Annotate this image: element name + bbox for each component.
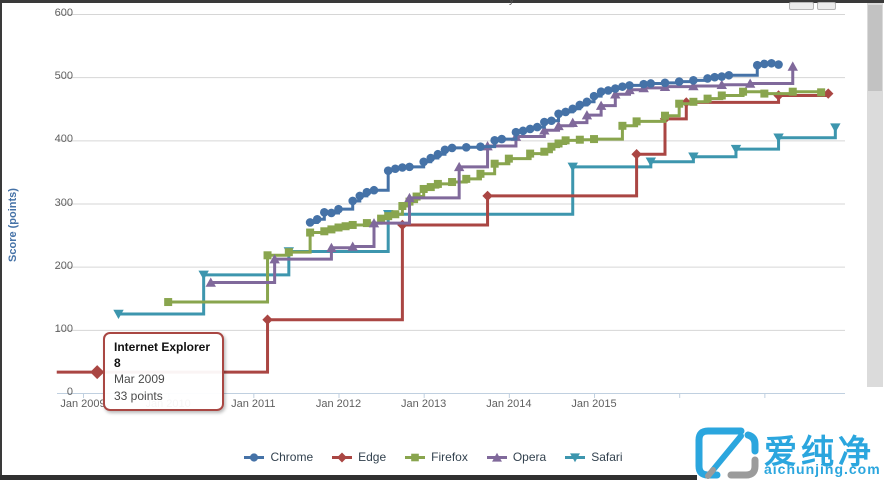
- y-axis-label: 500: [54, 70, 73, 83]
- hovered-point[interactable]: [90, 365, 105, 380]
- series-opera: [205, 61, 798, 287]
- y-axis-label: 600: [54, 7, 73, 19]
- chart-print-button[interactable]: [789, 2, 814, 10]
- legend-item-opera[interactable]: Opera: [486, 450, 546, 464]
- series-firefox: [164, 87, 826, 307]
- legend-label: Safari: [591, 450, 623, 464]
- legend-label: Edge: [358, 450, 387, 464]
- tooltip-date: Mar 2009: [114, 372, 165, 387]
- legend-marker-circle-icon: [244, 452, 265, 462]
- legend-label: Opera: [512, 450, 547, 464]
- legend-item-safari[interactable]: Safari: [564, 450, 623, 464]
- y-axis-label: 100: [54, 322, 73, 335]
- y-axis-label: 300: [54, 196, 73, 209]
- watermark-logo-icon: [695, 427, 759, 479]
- score-history-chart: Score (points) 0 100 200 300 400 500 600 Jan 2…: [0, 7, 866, 464]
- window-left-border: [0, 0, 2, 480]
- legend-marker-diamond-icon: [332, 452, 353, 462]
- watermark-domain: aichunjing.com: [764, 461, 881, 477]
- watermark: 爱纯净 aichunjing.com: [693, 425, 887, 480]
- x-axis-label: Jan 2009: [60, 398, 106, 410]
- x-axis-label: Jan 2013: [401, 398, 447, 410]
- tooltip-title: Internet Explorer 8: [114, 340, 211, 371]
- legend-label: Firefox: [431, 450, 468, 464]
- legend-label: Chrome: [270, 450, 314, 464]
- legend-marker-triangle-down-icon: [565, 452, 586, 462]
- legend-marker-triangle-up-icon: [486, 452, 507, 462]
- tooltip-value: 33 points: [114, 388, 163, 403]
- x-axis-label: Jan 2011: [231, 398, 276, 410]
- chart-canvas: [56, 14, 845, 398]
- tooltip: Internet Explorer 8 Mar 2009 33 points: [103, 332, 224, 411]
- window-top-border: [0, 0, 884, 3]
- scrollbar-thumb[interactable]: [868, 5, 882, 91]
- chart-legend: Chrome Edge Firefox Opera Safari: [0, 450, 866, 464]
- series-safari: [113, 123, 841, 320]
- series-chrome: [305, 58, 783, 227]
- window-bottom-border: [0, 475, 697, 480]
- legend-item-chrome[interactable]: Chrome: [243, 450, 313, 464]
- vertical-scrollbar[interactable]: [867, 3, 883, 387]
- x-axis-label: Jan 2012: [315, 398, 362, 410]
- x-axis-label: Jan 2014: [486, 398, 532, 410]
- x-axis-label: Jan 2015: [571, 398, 617, 410]
- legend-item-firefox[interactable]: Firefox: [404, 450, 468, 464]
- chart-export-button[interactable]: [817, 2, 836, 10]
- legend-marker-square-icon: [405, 453, 426, 461]
- clipped-title-text: y: [509, 0, 514, 6]
- legend-item-edge[interactable]: Edge: [331, 450, 386, 464]
- y-axis-label: 0: [66, 386, 73, 398]
- watermark-text: 爱纯净: [764, 433, 875, 470]
- y-axis-title: Score (points): [7, 188, 19, 262]
- y-axis-label: 200: [54, 259, 73, 272]
- y-axis-label: 400: [54, 133, 73, 146]
